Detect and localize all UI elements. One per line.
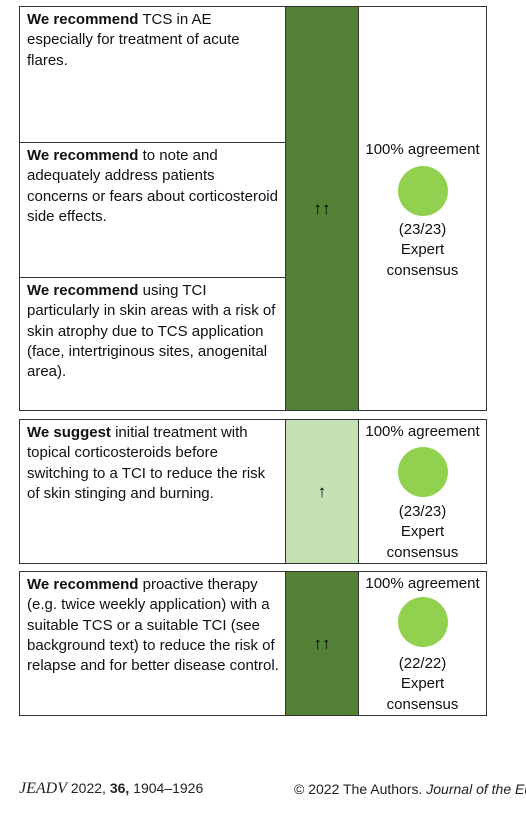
recommendation-strength-phrase: We recommend <box>27 11 139 28</box>
recommendation-3: We recommend using TCI particularly in s… <box>20 277 285 410</box>
agreement-label: 100% agreement <box>365 423 480 440</box>
consensus-info: (22/22) Expert consensus <box>359 654 486 715</box>
consensus-line-2: consensus <box>386 261 459 279</box>
recommendation-table-1: We recommend TCS in AE especially for tr… <box>19 6 487 411</box>
recommendation-text-column: We suggest initial treatment with topica… <box>20 420 285 563</box>
consensus-line-1: Expert <box>400 675 445 693</box>
agreement-dot-icon <box>397 597 448 647</box>
consensus-line-2: consensus <box>386 543 459 561</box>
strength-cell: ↑↑ <box>285 572 359 715</box>
recommendation-body: TCS in AE especially for treatment of ac… <box>27 11 240 69</box>
recommendation-body: proactive therapy (e.g. twice weekly app… <box>27 576 279 675</box>
page-footer: JEADV 2022, 36, 1904–1926 © 2022 The Aut… <box>19 780 526 798</box>
recommendation-5: We recommend proactive therapy (e.g. twi… <box>20 572 285 715</box>
recommendation-strength-phrase: We recommend <box>27 147 139 164</box>
recommendation-4: We suggest initial treatment with topica… <box>20 420 285 563</box>
agreement-label: 100% agreement <box>365 575 480 592</box>
recommendation-text-column: We recommend TCS in AE especially for tr… <box>20 7 285 410</box>
publication-year: 2022, <box>70 780 106 796</box>
agreement-cell: 100% agreement (23/23) Expert consensus <box>359 420 486 563</box>
double-up-arrow-icon: ↑↑ <box>313 198 331 218</box>
recommendation-table-3: We recommend proactive therapy (e.g. twi… <box>19 571 487 716</box>
vote-count: (22/22) <box>398 655 447 672</box>
strength-cell: ↑ <box>285 420 359 563</box>
double-up-arrow-icon: ↑↑ <box>313 633 331 653</box>
copyright-text: © 2022 The Authors. <box>294 781 423 797</box>
vote-count: (23/23) <box>398 221 447 238</box>
journal-abbreviation: JEADV <box>19 780 67 797</box>
recommendation-body: using TCI particularly in skin areas wit… <box>27 282 276 381</box>
volume-number: 36, <box>109 780 130 796</box>
consensus-line-2: consensus <box>386 695 459 713</box>
copyright-notice: © 2022 The Authors. Journal of the Eu <box>294 781 526 797</box>
journal-full-name: Journal of the Eu <box>426 781 526 797</box>
recommendation-2: We recommend to note and adequately addr… <box>20 142 285 277</box>
page-range: 1904–1926 <box>133 780 204 796</box>
consensus-info: (23/23) Expert consensus <box>359 220 486 281</box>
agreement-dot-icon <box>397 447 448 497</box>
recommendation-strength-phrase: We recommend <box>27 282 139 299</box>
recommendation-1: We recommend TCS in AE especially for tr… <box>20 7 285 142</box>
recommendation-strength-phrase: We suggest <box>27 424 111 441</box>
agreement-label: 100% agreement <box>365 141 480 158</box>
recommendation-strength-phrase: We recommend <box>27 576 139 593</box>
recommendation-text-column: We recommend proactive therapy (e.g. twi… <box>20 572 285 715</box>
up-arrow-icon: ↑ <box>317 481 327 501</box>
recommendation-body: to note and adequately address patients … <box>27 147 278 225</box>
consensus-line-1: Expert <box>400 523 445 541</box>
agreement-cell: 100% agreement (23/23) Expert consensus <box>359 7 486 410</box>
strength-cell: ↑↑ <box>285 7 359 410</box>
consensus-line-1: Expert <box>400 241 445 259</box>
consensus-info: (23/23) Expert consensus <box>359 502 486 563</box>
vote-count: (23/23) <box>398 503 447 520</box>
recommendation-table-2: We suggest initial treatment with topica… <box>19 419 487 564</box>
agreement-cell: 100% agreement (22/22) Expert consensus <box>359 572 486 715</box>
recommendation-body: initial treatment with topical corticost… <box>27 424 266 502</box>
agreement-dot-icon <box>397 166 448 216</box>
